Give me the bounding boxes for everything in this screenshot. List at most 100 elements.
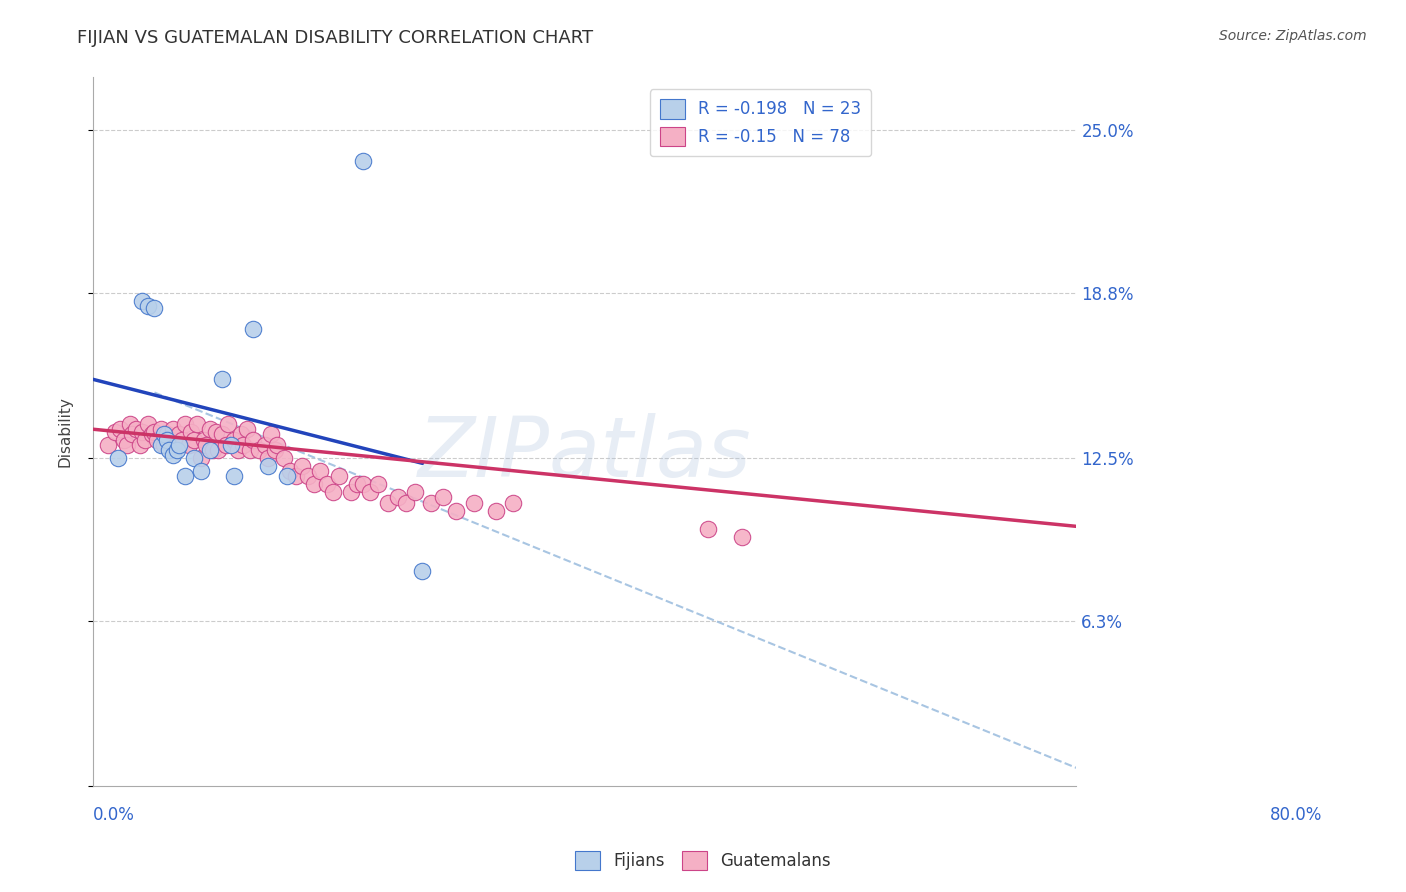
Point xyxy=(128,438,150,452)
Point xyxy=(162,449,184,463)
Point xyxy=(125,422,148,436)
Point xyxy=(242,322,264,336)
Point xyxy=(276,469,298,483)
Point xyxy=(198,422,221,436)
Point xyxy=(291,458,314,473)
Point xyxy=(387,491,409,505)
Point xyxy=(149,422,172,436)
Point xyxy=(242,433,264,447)
Point xyxy=(463,496,485,510)
Text: Source: ZipAtlas.com: Source: ZipAtlas.com xyxy=(1219,29,1367,43)
Point xyxy=(180,425,202,439)
Point xyxy=(107,451,129,466)
Point xyxy=(297,469,319,483)
Legend: Fijians, Guatemalans: Fijians, Guatemalans xyxy=(568,844,838,877)
Point xyxy=(352,154,374,169)
Point xyxy=(121,427,143,442)
Point xyxy=(190,451,212,466)
Point xyxy=(266,438,288,452)
Point xyxy=(141,427,163,442)
Point xyxy=(211,427,233,442)
Point xyxy=(215,438,238,452)
Legend: R = -0.198   N = 23, R = -0.15   N = 78: R = -0.198 N = 23, R = -0.15 N = 78 xyxy=(650,89,872,156)
Point xyxy=(118,417,141,431)
Point xyxy=(143,301,166,316)
Point xyxy=(149,438,172,452)
Point xyxy=(352,477,374,491)
Y-axis label: Disability: Disability xyxy=(58,396,72,467)
Point xyxy=(696,522,718,536)
Point xyxy=(136,299,159,313)
Point xyxy=(153,438,176,452)
Point xyxy=(256,451,278,466)
Point xyxy=(284,469,307,483)
Point xyxy=(156,427,179,442)
Point xyxy=(278,464,301,478)
Point xyxy=(273,451,295,466)
Text: 80.0%: 80.0% xyxy=(1270,806,1322,824)
Point xyxy=(190,464,212,478)
Point xyxy=(186,417,208,431)
Point xyxy=(328,469,350,483)
Point xyxy=(174,469,197,483)
Point xyxy=(264,443,287,458)
Point xyxy=(315,477,337,491)
Point xyxy=(195,438,218,452)
Point xyxy=(170,433,193,447)
Point xyxy=(131,425,153,439)
Point xyxy=(260,427,283,442)
Point xyxy=(146,433,169,447)
Point xyxy=(219,438,242,452)
Point xyxy=(731,530,754,544)
Point xyxy=(229,427,252,442)
Point xyxy=(404,485,426,500)
Point xyxy=(247,443,270,458)
Point xyxy=(224,433,246,447)
Point xyxy=(136,417,159,431)
Point xyxy=(217,417,239,431)
Point xyxy=(254,438,277,452)
Point xyxy=(117,438,139,452)
Point xyxy=(432,491,454,505)
Point xyxy=(143,425,166,439)
Point xyxy=(153,427,176,442)
Point xyxy=(304,477,326,491)
Point xyxy=(377,496,399,510)
Point xyxy=(167,438,190,452)
Point xyxy=(166,443,188,458)
Point xyxy=(131,293,153,308)
Point xyxy=(134,433,156,447)
Point xyxy=(183,433,205,447)
Point xyxy=(411,564,433,578)
Point xyxy=(104,425,127,439)
Point xyxy=(235,422,257,436)
Point xyxy=(239,443,262,458)
Point xyxy=(420,496,443,510)
Point xyxy=(202,443,225,458)
Point xyxy=(112,433,135,447)
Point xyxy=(359,485,381,500)
Point xyxy=(183,451,205,466)
Point xyxy=(193,433,215,447)
Point xyxy=(211,372,233,386)
Point xyxy=(167,427,190,442)
Point xyxy=(322,485,344,500)
Point xyxy=(367,477,389,491)
Text: ZIPatlas: ZIPatlas xyxy=(418,413,752,493)
Point xyxy=(309,464,332,478)
Point xyxy=(108,422,131,436)
Point xyxy=(198,443,221,458)
Point xyxy=(166,438,188,452)
Point xyxy=(97,438,120,452)
Point xyxy=(256,458,278,473)
Point xyxy=(346,477,368,491)
Point xyxy=(157,443,180,458)
Point xyxy=(340,485,363,500)
Point xyxy=(157,433,180,447)
Point xyxy=(444,503,467,517)
Point xyxy=(232,438,254,452)
Point xyxy=(205,425,228,439)
Point xyxy=(162,422,184,436)
Point xyxy=(207,443,229,458)
Point xyxy=(174,417,197,431)
